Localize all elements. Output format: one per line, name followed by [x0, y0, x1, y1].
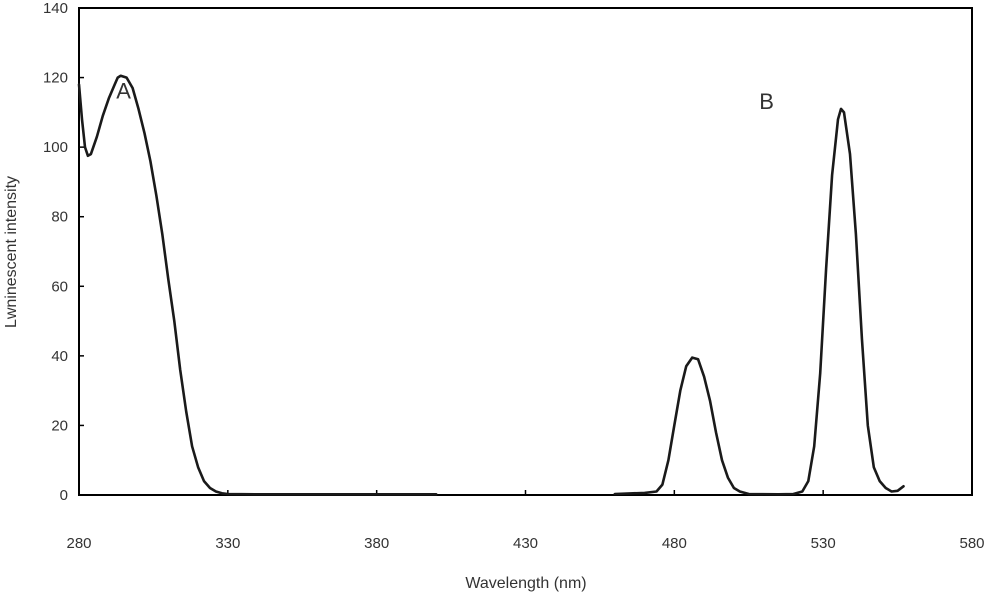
- y-tick-label: 0: [60, 487, 68, 504]
- y-tick-label: 40: [51, 348, 68, 365]
- annotation-a: A: [116, 78, 131, 103]
- y-tick-label: 120: [43, 70, 68, 87]
- y-tick-label: 80: [51, 209, 68, 226]
- annotation-b: B: [759, 89, 774, 114]
- y-tick-label: 140: [43, 0, 68, 17]
- x-tick-label: 480: [662, 535, 687, 552]
- plot-area-frame: [78, 7, 973, 496]
- y-axis-ticks: 0 20 40 60 80 100 120 140: [43, 0, 84, 504]
- x-tick-label: 430: [513, 535, 538, 552]
- x-tick-label: 380: [364, 535, 389, 552]
- x-tick-label: 530: [811, 535, 836, 552]
- series-line-1: [77, 74, 438, 496]
- y-tick-label: 20: [51, 417, 68, 434]
- y-tick-label: 60: [51, 278, 68, 295]
- x-tick-label: 330: [215, 535, 240, 552]
- series-layer: [77, 74, 905, 496]
- x-tick-label: 580: [959, 535, 984, 552]
- y-tick-label: 100: [43, 139, 68, 156]
- x-axis-ticks: 280 330 380 430 480 530 580: [66, 490, 985, 552]
- x-tick-label: 280: [66, 535, 91, 552]
- series-line-2: [613, 107, 905, 496]
- y-axis-label: Lwninescent intensity: [3, 176, 20, 328]
- x-axis-label: Wavelength (nm): [465, 575, 586, 592]
